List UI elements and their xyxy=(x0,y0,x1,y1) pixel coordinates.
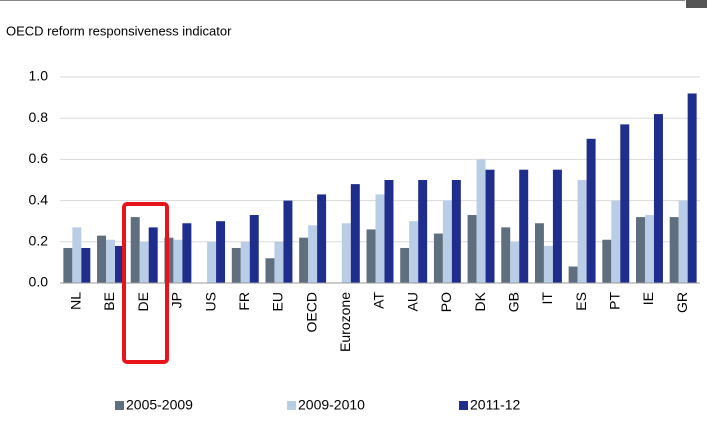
bar xyxy=(611,200,621,283)
bar xyxy=(72,227,82,283)
bar xyxy=(207,241,217,283)
x-tick-label: EU xyxy=(270,292,286,311)
bar xyxy=(433,233,443,283)
bar xyxy=(568,266,578,283)
bar xyxy=(451,180,461,283)
x-tick-label: ES xyxy=(573,292,589,311)
bar xyxy=(534,223,544,283)
bar xyxy=(586,138,596,283)
bar xyxy=(687,93,697,283)
bar xyxy=(501,227,511,283)
bar xyxy=(653,114,663,283)
bar xyxy=(63,247,73,283)
legend-swatch xyxy=(287,401,296,410)
bar xyxy=(678,200,688,283)
bar xyxy=(510,241,520,283)
bar xyxy=(519,169,529,283)
bar xyxy=(366,229,376,283)
legend-label: 2009-2010 xyxy=(298,397,365,413)
x-tick-label: US xyxy=(202,292,218,311)
bar xyxy=(620,124,630,283)
x-tick-label: IT xyxy=(539,292,555,305)
bar xyxy=(636,217,645,283)
bar xyxy=(467,215,477,283)
bar xyxy=(409,221,419,283)
x-tick-label: BE xyxy=(101,292,117,311)
chart-title: OECD reform responsiveness indicator xyxy=(6,23,232,38)
bar xyxy=(231,247,241,283)
bar xyxy=(283,200,293,283)
legend-label: 2005-2009 xyxy=(126,397,193,413)
bar xyxy=(182,223,192,283)
bar xyxy=(299,237,309,283)
bar xyxy=(274,241,284,283)
bar xyxy=(669,217,679,283)
bar xyxy=(476,159,486,283)
bar xyxy=(317,194,327,283)
y-tick-label: 0.6 xyxy=(29,150,49,166)
bar xyxy=(552,169,562,283)
y-tick-label: 0.0 xyxy=(29,274,49,290)
bar xyxy=(81,247,91,283)
legend-label: 2011-12 xyxy=(470,397,521,413)
bar xyxy=(341,223,351,283)
bar xyxy=(216,221,226,283)
x-tick-label: OECD xyxy=(303,292,319,332)
x-tick-label: FR xyxy=(236,292,252,311)
bar xyxy=(418,180,428,283)
bar xyxy=(644,215,654,283)
highlight-box xyxy=(122,202,169,364)
legend-swatch xyxy=(115,401,124,410)
bar xyxy=(265,258,275,283)
y-tick-label: 1.0 xyxy=(29,68,49,84)
bar xyxy=(106,239,116,283)
x-tick-label: IE xyxy=(640,292,656,305)
bar xyxy=(350,184,360,283)
bar xyxy=(400,247,410,283)
x-tick-label: GR xyxy=(674,292,690,313)
x-tick-label: PO xyxy=(438,292,454,312)
y-tick-label: 0.4 xyxy=(29,191,49,207)
bar xyxy=(577,180,587,283)
bar xyxy=(602,239,612,283)
x-tick-label: GB xyxy=(505,292,521,312)
x-tick-label: NL xyxy=(68,292,84,310)
bar xyxy=(173,239,183,283)
x-tick-label: AT xyxy=(371,292,387,309)
bar xyxy=(139,241,149,283)
bar xyxy=(384,180,394,283)
x-tick-label: DE xyxy=(135,292,151,311)
bar xyxy=(130,217,140,283)
legend-swatch xyxy=(459,401,468,410)
y-tick-label: 0.8 xyxy=(29,109,49,125)
bar xyxy=(148,227,158,283)
x-tick-label: PT xyxy=(606,292,622,310)
bar xyxy=(375,194,385,283)
bar xyxy=(249,215,259,283)
y-tick-label: 0.2 xyxy=(29,233,49,249)
bar xyxy=(115,245,124,283)
bar xyxy=(308,225,318,283)
bar xyxy=(543,245,553,283)
x-tick-label: JP xyxy=(169,292,185,308)
x-tick-label: AU xyxy=(404,292,420,311)
x-tick-label: DK xyxy=(472,291,488,311)
corner-tab xyxy=(686,0,707,8)
x-tick-label: Eurozone xyxy=(337,292,353,352)
bar xyxy=(485,169,495,283)
bar xyxy=(442,200,452,283)
bar xyxy=(97,235,107,283)
bar xyxy=(240,241,250,283)
